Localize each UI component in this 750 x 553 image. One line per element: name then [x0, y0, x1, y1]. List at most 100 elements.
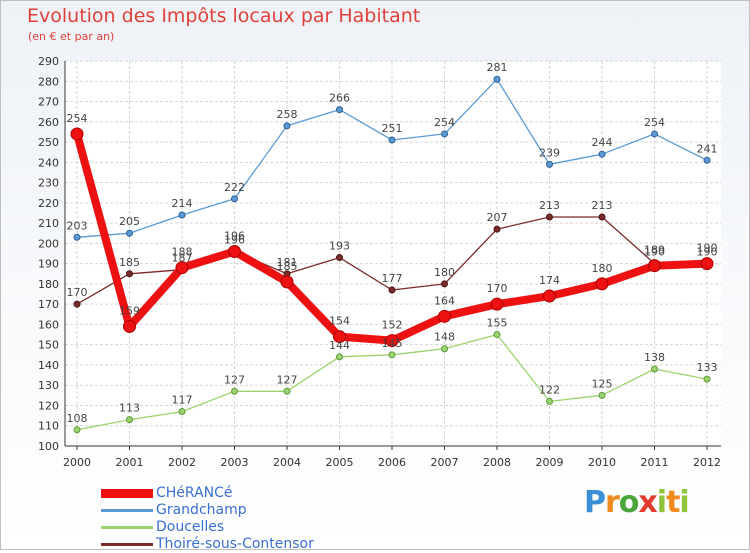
data-label-cherance: 185	[277, 260, 298, 273]
data-label-cherance: 189	[644, 244, 665, 257]
data-point-grandchamp	[388, 136, 396, 144]
y-tick-label: 130	[38, 379, 59, 392]
x-tick-label: 2001	[116, 456, 144, 469]
data-label-thoire: 187	[172, 252, 193, 265]
data-point-cherance	[385, 334, 399, 348]
data-point-doucelles	[441, 345, 448, 353]
data-label-cherance: 170	[487, 282, 508, 295]
data-point-thoire	[73, 300, 81, 308]
data-label-thoire: 196	[224, 233, 245, 246]
data-label-grandchamp: 244	[592, 136, 613, 149]
y-tick-label: 280	[38, 75, 59, 88]
x-tick-label: 2007	[431, 456, 459, 469]
data-point-doucelles	[546, 397, 553, 405]
data-point-thoire	[336, 254, 343, 262]
data-point-grandchamp	[441, 130, 448, 138]
data-point-doucelles	[388, 351, 396, 359]
data-point-doucelles	[73, 426, 81, 434]
data-label-thoire: 213	[539, 199, 560, 212]
data-label-cherance: 164	[434, 294, 455, 307]
data-label-doucelles: 144	[329, 339, 350, 352]
y-tick-label: 140	[38, 359, 59, 372]
data-label-doucelles: 117	[172, 394, 193, 407]
data-label-grandchamp: 241	[697, 142, 718, 155]
data-label-grandchamp: 214	[172, 197, 193, 210]
data-point-grandchamp	[178, 211, 186, 219]
legend-swatch	[101, 543, 153, 546]
data-point-doucelles	[703, 375, 711, 383]
plot-area	[65, 61, 721, 446]
data-label-thoire: 207	[487, 211, 508, 224]
data-label-grandchamp: 251	[382, 122, 403, 135]
x-tick-label: 2005	[326, 456, 354, 469]
data-point-grandchamp	[703, 156, 711, 164]
data-label-doucelles: 108	[67, 412, 88, 425]
data-point-thoire	[126, 270, 133, 278]
data-label-thoire: 190	[644, 246, 665, 259]
data-label-grandchamp: 266	[329, 92, 350, 105]
data-label-grandchamp: 254	[434, 116, 455, 129]
data-point-grandchamp	[283, 122, 291, 130]
y-tick-label: 260	[38, 116, 59, 129]
legend-label: Thoiré-sous-Contensor	[156, 536, 314, 552]
y-tick-label: 170	[38, 298, 59, 311]
data-point-grandchamp	[493, 75, 501, 83]
chart-title: Evolution des Impôts locaux par Habitant	[27, 5, 421, 27]
data-label-doucelles: 155	[487, 317, 508, 330]
data-point-grandchamp	[598, 150, 606, 158]
data-label-thoire: 180	[434, 266, 455, 279]
data-label-cherance: 174	[539, 274, 560, 287]
data-point-cherance	[700, 257, 714, 271]
data-label-grandchamp: 258	[277, 108, 298, 121]
data-label-cherance: 190	[697, 242, 718, 255]
y-tick-label: 120	[38, 399, 59, 412]
data-point-doucelles	[178, 408, 186, 416]
y-tick-label: 270	[38, 96, 59, 109]
data-point-doucelles	[126, 416, 133, 424]
data-point-grandchamp	[546, 160, 553, 168]
legend-label: CHéRANCé	[156, 485, 233, 501]
data-label-doucelles: 145	[382, 337, 403, 350]
y-tick-label: 290	[38, 55, 59, 68]
data-point-cherance	[438, 309, 451, 323]
data-point-doucelles	[598, 391, 606, 399]
x-tick-label: 2012	[693, 456, 721, 469]
data-label-thoire: 181	[277, 256, 298, 269]
data-point-cherance	[595, 277, 609, 291]
legend-swatch	[101, 526, 153, 529]
data-point-doucelles	[231, 387, 238, 395]
data-label-doucelles: 133	[697, 361, 718, 374]
data-label-thoire: 185	[119, 256, 140, 269]
data-label-grandchamp: 203	[67, 219, 88, 232]
data-point-cherance	[333, 330, 346, 344]
data-point-cherance	[175, 261, 189, 275]
y-tick-label: 150	[38, 339, 59, 352]
data-point-cherance	[228, 244, 241, 258]
data-point-cherance	[123, 319, 136, 333]
x-tick-label: 2006	[378, 456, 406, 469]
y-tick-label: 220	[38, 197, 59, 210]
data-label-doucelles: 122	[539, 383, 560, 396]
legend-label: Grandchamp	[156, 502, 247, 518]
data-label-doucelles: 138	[644, 351, 665, 364]
data-point-cherance	[490, 297, 504, 311]
legend-swatch	[101, 509, 153, 512]
data-label-cherance: 188	[172, 246, 193, 259]
data-point-thoire	[493, 225, 501, 233]
data-label-doucelles: 125	[592, 377, 613, 390]
y-tick-label: 240	[38, 156, 59, 169]
data-point-grandchamp	[651, 130, 658, 138]
data-label-grandchamp: 222	[224, 181, 245, 194]
data-label-cherance: 180	[592, 262, 613, 275]
y-tick-label: 200	[38, 237, 59, 250]
y-tick-label: 110	[38, 420, 59, 433]
y-tick-label: 230	[38, 177, 59, 190]
data-label-thoire: 213	[592, 199, 613, 212]
y-tick-label: 180	[38, 278, 59, 291]
data-label-thoire: 170	[67, 286, 88, 299]
x-tick-label: 2011	[641, 456, 669, 469]
data-point-grandchamp	[336, 106, 343, 114]
y-tick-label: 190	[38, 258, 59, 271]
